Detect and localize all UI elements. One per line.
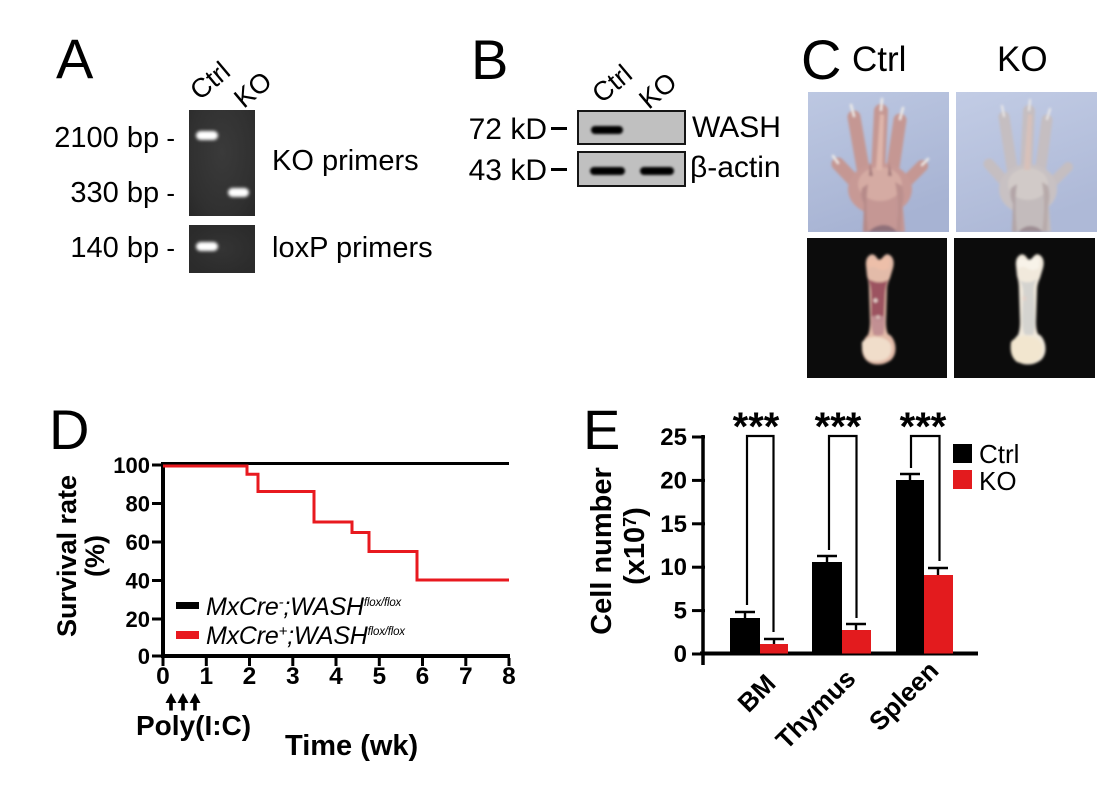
svg-text:(%): (%)	[80, 535, 110, 577]
svg-text:Cell number: Cell number	[586, 467, 618, 635]
svg-text:5: 5	[674, 598, 687, 625]
svg-text:25: 25	[660, 424, 687, 451]
svg-text:1: 1	[199, 663, 213, 690]
svg-text:6: 6	[416, 663, 430, 690]
svg-text:(x107): (x107)	[619, 507, 651, 585]
svg-text:40: 40	[126, 569, 150, 594]
svg-text:2: 2	[243, 663, 257, 690]
svg-text:80: 80	[126, 492, 150, 517]
svg-text:Ctrl: Ctrl	[979, 439, 1019, 469]
svg-text:3: 3	[286, 663, 300, 690]
svg-text:20: 20	[126, 607, 150, 632]
svg-text:15: 15	[660, 511, 687, 538]
svg-text:10: 10	[660, 554, 687, 581]
svg-text:0: 0	[156, 663, 170, 690]
svg-text:KO: KO	[979, 466, 1017, 496]
svg-text:0: 0	[138, 644, 150, 669]
svg-text:Thymus: Thymus	[770, 663, 862, 755]
svg-text:100: 100	[113, 453, 150, 478]
svg-text:0: 0	[674, 641, 687, 668]
svg-text:Time (wk): Time (wk)	[285, 730, 418, 762]
svg-text:60: 60	[126, 530, 150, 555]
svg-text:MxCre-;WASHflox/flox: MxCre-;WASHflox/flox	[206, 593, 403, 621]
svg-text:5: 5	[372, 663, 386, 690]
svg-text:4: 4	[329, 663, 343, 690]
svg-text:***: ***	[815, 405, 862, 449]
svg-text:Spleen: Spleen	[863, 655, 944, 736]
svg-text:Survival rate: Survival rate	[52, 475, 82, 637]
svg-text:***: ***	[900, 405, 947, 449]
svg-text:20: 20	[660, 467, 687, 494]
svg-text:***: ***	[733, 405, 780, 449]
svg-text:8: 8	[502, 663, 516, 690]
svg-text:7: 7	[459, 663, 473, 690]
svg-text:BM: BM	[732, 668, 782, 718]
svg-text:MxCre+;WASHflox/flox: MxCre+;WASHflox/flox	[206, 622, 406, 650]
svg-text:Poly(I:C): Poly(I:C)	[136, 710, 251, 741]
